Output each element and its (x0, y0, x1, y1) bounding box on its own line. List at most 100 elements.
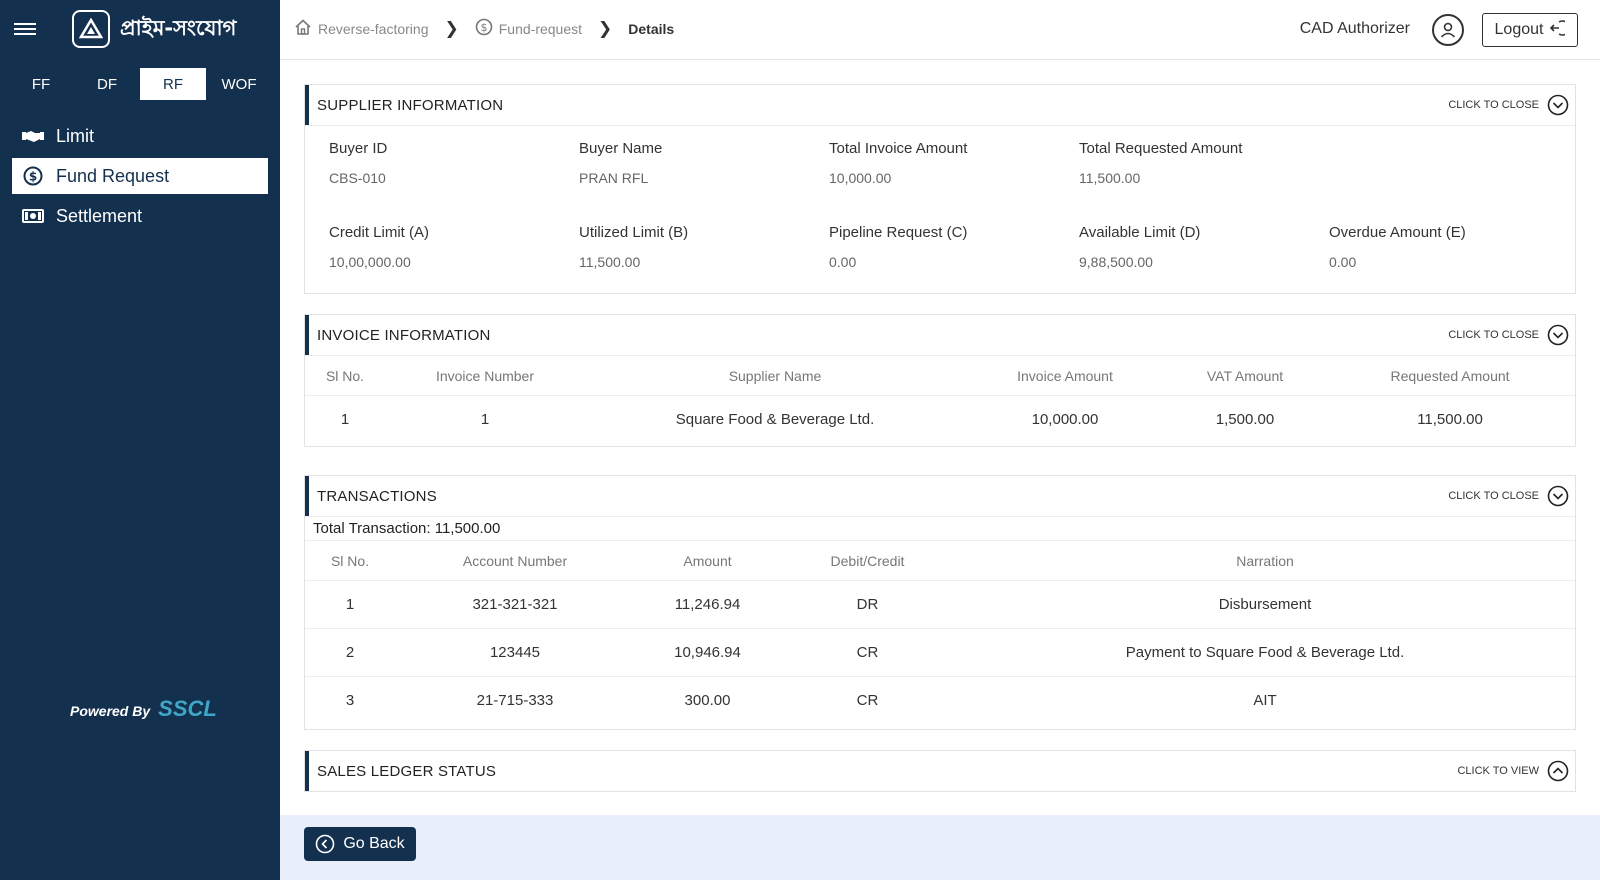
sidebar-item-limit[interactable]: Limit (12, 118, 268, 154)
table-cell: 1 (340, 411, 350, 429)
table-header-row: Sl No. Account Number Amount Debit/Credi… (305, 540, 1575, 581)
transactions-panel-header: TRANSACTIONS CLICK TO CLOSE (305, 476, 1575, 516)
breadcrumb-label: Reverse-factoring (318, 20, 429, 37)
chevron-left-circle-icon (316, 834, 335, 854)
column-header: Amount (635, 540, 780, 581)
table-cell: 10,000.00 (1031, 411, 1099, 429)
menu-icon[interactable] (14, 20, 36, 40)
table-cell: 300.00 (684, 692, 731, 710)
breadcrumb-details: Details (628, 20, 675, 37)
home-icon (294, 18, 312, 39)
panel-title: INVOICE INFORMATION (317, 326, 491, 344)
panel-title: SUPPLIER INFORMATION (317, 96, 504, 114)
toggle-label: CLICK TO CLOSE (1448, 490, 1539, 502)
app-logo: প্রাইম-সংযোগ (72, 10, 236, 48)
column-header: Invoice Number (385, 355, 585, 396)
table-row: 2 123445 10,946.94 CR Payment to Square … (305, 628, 1575, 677)
logout-button[interactable]: Logout (1482, 13, 1578, 47)
column-header: Supplier Name (585, 355, 965, 396)
table-cell: AIT (1253, 692, 1277, 710)
sidebar-nav: Limit $ Fund Request Settlement (12, 118, 268, 238)
breadcrumb-label: Fund-request (498, 20, 583, 37)
column-header: Sl No. (305, 540, 395, 581)
field-label: Available Limit (D) (1079, 224, 1201, 241)
field-value: 9,88,500.00 (1079, 254, 1153, 270)
table-cell: CR (856, 692, 879, 710)
column-header: Invoice Amount (965, 355, 1165, 396)
sidebar-item-settlement[interactable]: Settlement (12, 198, 268, 234)
sidebar-item-fund-request[interactable]: $ Fund Request (12, 158, 268, 194)
field-label: Credit Limit (A) (329, 224, 430, 241)
table-cell: DR (780, 580, 955, 629)
logo-mark-icon (72, 10, 110, 48)
field-label: Buyer Name (579, 140, 663, 157)
column-header: Requested Amount (1325, 355, 1575, 396)
table-cell: 21-715-333 (476, 692, 554, 710)
panel-title: TRANSACTIONS (317, 487, 437, 505)
field-value: CBS-010 (329, 170, 386, 186)
table-header-row: Sl No. Invoice Number Supplier Name Invo… (305, 355, 1575, 396)
user-avatar-icon[interactable] (1432, 14, 1464, 46)
field-label: Pipeline Request (C) (829, 224, 968, 241)
field-value: 10,000.00 (829, 170, 892, 186)
tab-rf[interactable]: RF (140, 68, 206, 100)
handshake-icon (22, 125, 44, 147)
field-available-limit: Available Limit (D) 9,88,500.00 (1079, 224, 1319, 270)
footer-bar: Go Back (280, 815, 1600, 880)
logout-label: Logout (1494, 21, 1544, 38)
chevron-up-circle-icon (1547, 760, 1569, 782)
field-value: 0.00 (1329, 254, 1357, 270)
column-header: VAT Amount (1165, 355, 1325, 396)
table-row: 3 21-715-333 300.00 CR AIT (305, 677, 1575, 725)
table-cell: CR (780, 628, 955, 677)
table-row: 1 1 Square Food & Beverage Ltd. 10,000.0… (305, 396, 1575, 444)
field-label: Overdue Amount (E) (1329, 224, 1466, 241)
invoice-panel-header: INVOICE INFORMATION CLICK TO CLOSE (305, 315, 1575, 355)
table-cell: 1 (305, 580, 395, 629)
transactions-panel: TRANSACTIONS CLICK TO CLOSE Total Transa… (304, 475, 1576, 730)
sidebar-item-label: Fund Request (56, 165, 170, 186)
table-cell: 11,246.94 (635, 580, 780, 629)
field-label: Buyer ID (329, 140, 388, 157)
ledger-panel-header: SALES LEDGER STATUS CLICK TO VIEW (305, 751, 1575, 791)
table-cell: Square Food & Beverage Ltd. (675, 411, 875, 429)
column-header: Account Number (395, 540, 635, 581)
dollar-circle-icon: $ (475, 18, 493, 39)
field-total-requested-amount: Total Requested Amount 11,500.00 (1079, 140, 1319, 186)
supplier-toggle-button[interactable]: CLICK TO CLOSE (1448, 94, 1569, 116)
transactions-table: Sl No. Account Number Amount Debit/Credi… (305, 540, 1575, 725)
user-role: CAD Authorizer (1299, 20, 1410, 37)
ledger-toggle-button[interactable]: CLICK TO VIEW (1457, 760, 1569, 782)
table-cell: 123445 (395, 628, 635, 677)
breadcrumb-reverse-factoring[interactable]: Reverse-factoring (294, 18, 429, 39)
supplier-information-panel: SUPPLIER INFORMATION CLICK TO CLOSE Buye… (304, 84, 1576, 294)
table-cell: 1,500.00 (1215, 411, 1275, 429)
field-total-invoice-amount: Total Invoice Amount 10,000.00 (829, 140, 1069, 186)
chevron-right-icon: ❯ (444, 18, 459, 38)
tab-df[interactable]: DF (97, 75, 117, 93)
field-buyer-id: Buyer ID CBS-010 (329, 140, 569, 186)
sidebar: প্রাইম-সংযোগ FF DF RF WOF Limit $ Fund R… (0, 0, 280, 880)
field-utilized-limit: Utilized Limit (B) 11,500.00 (579, 224, 819, 270)
field-value: PRAN RFL (579, 170, 649, 186)
product-tabs: FF DF RF WOF (8, 68, 272, 100)
tab-wof[interactable]: WOF (221, 75, 257, 93)
logout-icon (1549, 19, 1571, 41)
powered-by: Powered By SSCL (70, 696, 217, 722)
chevron-right-icon: ❯ (598, 18, 613, 38)
powered-by-label: Powered By (70, 703, 151, 719)
field-value: 11,500.00 (579, 254, 641, 270)
field-value: 10,00,000.00 (329, 254, 411, 270)
tab-ff[interactable]: FF (31, 75, 51, 93)
table-cell: 10,946.94 (635, 628, 780, 677)
invoice-toggle-button[interactable]: CLICK TO CLOSE (1448, 324, 1569, 346)
field-label: Total Invoice Amount (829, 140, 968, 157)
table-cell: Payment to Square Food & Beverage Ltd. (955, 628, 1575, 677)
chevron-down-circle-icon (1547, 324, 1569, 346)
table-row: 1 321-321-321 11,246.94 DR Disbursement (305, 580, 1575, 629)
table-cell: 2 (305, 628, 395, 677)
transactions-toggle-button[interactable]: CLICK TO CLOSE (1448, 485, 1569, 507)
breadcrumb-fund-request[interactable]: $ Fund-request (475, 18, 582, 39)
sidebar-item-label: Limit (56, 125, 95, 146)
go-back-button[interactable]: Go Back (304, 827, 416, 861)
